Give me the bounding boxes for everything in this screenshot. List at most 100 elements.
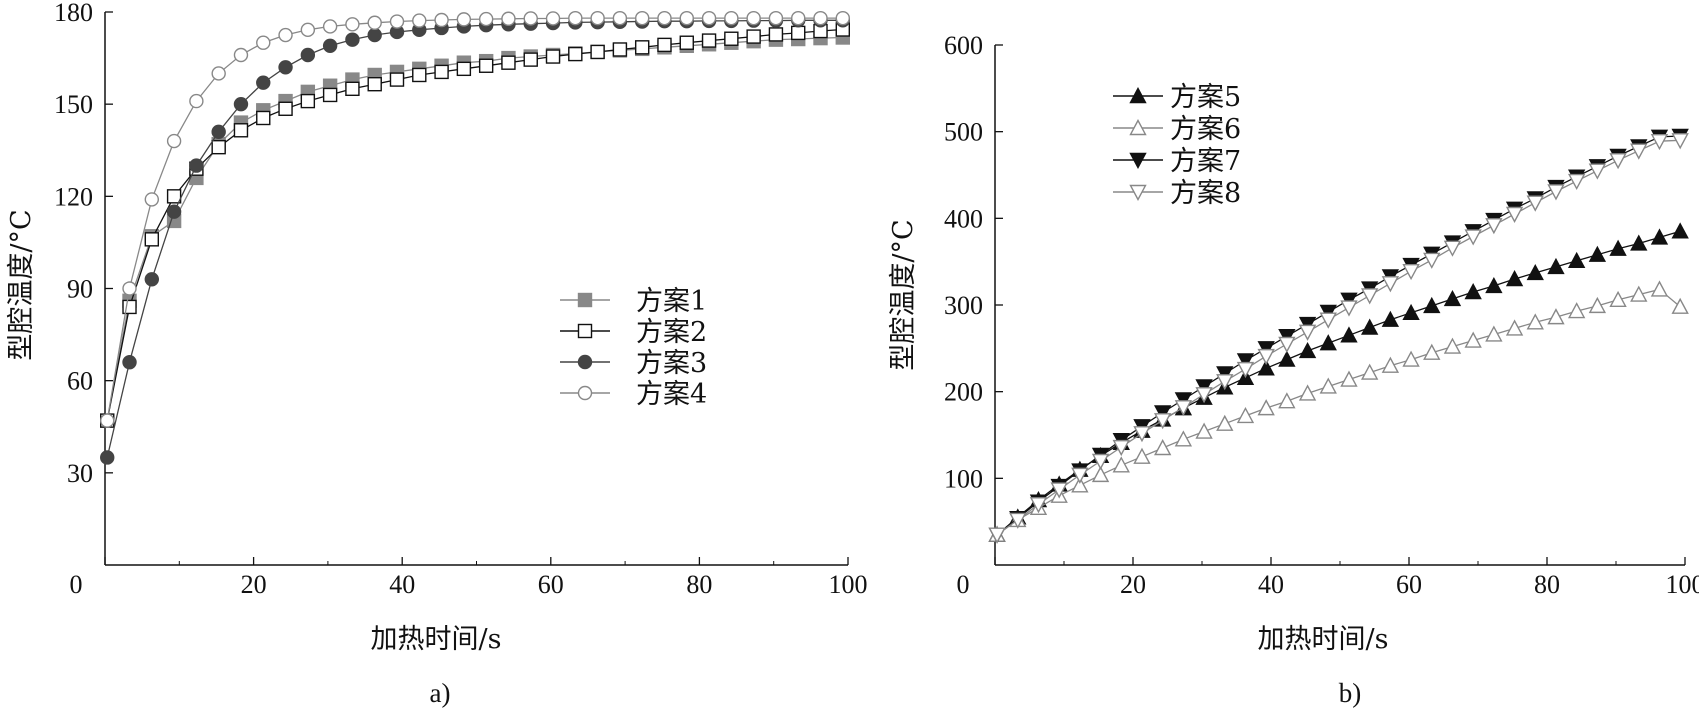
panel-b-series-1-point xyxy=(1588,245,1607,262)
panel-b-series-2-point xyxy=(1278,392,1296,409)
panel-a-series-4-point xyxy=(144,192,160,207)
panel-b-series-4-point xyxy=(1112,439,1130,457)
panel-a-series-3-point xyxy=(367,27,382,43)
panel-b-series-1-point xyxy=(1278,350,1296,367)
panel-a-legend-1-label: 方案1 xyxy=(636,286,707,317)
panel-a-series-4-point xyxy=(367,15,382,30)
panel-a-series-4-point xyxy=(211,66,226,81)
panel-b-y-tick-label: 100 xyxy=(944,464,983,493)
panel-a-series-4-point xyxy=(634,10,650,26)
panel-a-series-4-point xyxy=(657,10,672,26)
panel-b-y-tick-label: 500 xyxy=(944,118,983,147)
panel-a-series-3-point xyxy=(322,38,338,53)
panel-a-y-tick-label: 150 xyxy=(54,90,93,119)
panel-b-series-4-point xyxy=(1588,163,1607,180)
panel-a-x-tick-label: 60 xyxy=(538,570,564,599)
panel-b-legend-1-label: 方案5 xyxy=(1170,82,1241,113)
panel-a-series-4-point xyxy=(724,10,739,26)
panel-a-series-2-point xyxy=(501,55,516,70)
panel-a-series-2-point xyxy=(211,139,226,155)
panel-b-series-2-point xyxy=(1133,447,1151,464)
panel-b-series-1-point xyxy=(1630,234,1648,251)
panel-b-x-tick-label: 60 xyxy=(1396,570,1422,599)
panel-b-series-4-point xyxy=(1009,512,1027,529)
panel-a-label: a) xyxy=(430,678,451,708)
panel-a-y-axis-title: 型腔温度/°C xyxy=(6,209,37,360)
panel-a-series-2-line xyxy=(106,28,843,421)
panel-b-y-tick-label: 200 xyxy=(944,378,983,407)
panel-a-series-3-point xyxy=(189,158,204,173)
panel-a-series-3-point xyxy=(278,60,293,75)
panel-b-series-1-point xyxy=(1319,334,1337,351)
panel-b-series-3-point xyxy=(1174,392,1193,409)
panel-b-series-4-point xyxy=(1050,482,1068,499)
panel-b-series-4-line xyxy=(996,139,1681,536)
panel-b-series-2-point xyxy=(1091,465,1110,483)
panel-a-series-4-point xyxy=(278,27,293,43)
panel-a-series-2-point xyxy=(746,29,761,44)
panel-b-series-2-point xyxy=(1154,439,1172,456)
panel-b-series-1-point xyxy=(1568,251,1586,268)
panel-b-series-3-point xyxy=(1319,304,1337,321)
panel-b-series-4-point xyxy=(1568,173,1586,191)
panel-a-series-2-point xyxy=(367,76,382,92)
panel-b-series-2-point xyxy=(1505,319,1524,336)
panel-b-series-4-point xyxy=(1630,143,1648,160)
panel-b-series-4-point xyxy=(1650,133,1669,151)
panel-b-series-2-point xyxy=(1298,384,1317,401)
panel-b-legend-4-label: 方案8 xyxy=(1170,178,1241,209)
panel-a-y-tick-label: 90 xyxy=(67,275,93,304)
panel-a-series-2-point xyxy=(345,81,360,97)
panel-a-x-tick-label: 40 xyxy=(389,570,415,599)
panel-a-series-4-point xyxy=(523,11,538,26)
panel-b-series-2-point xyxy=(1402,350,1420,367)
panel-b-series-1-point xyxy=(1443,289,1462,307)
panel-b-series-2-point xyxy=(1630,285,1648,302)
panel-b-series-1-point xyxy=(1340,326,1358,343)
panel-b-series-2-point xyxy=(1547,308,1565,325)
panel-b-series-4-point xyxy=(1485,218,1503,235)
panel-b-y-axis-title: 型腔温度/°C xyxy=(888,219,919,370)
panel-b-y-tick-label: 600 xyxy=(944,31,983,60)
panel-a-series-4-point xyxy=(612,10,628,26)
panel-a-series-2-point xyxy=(679,35,694,50)
panel-a-series-4-point xyxy=(813,10,828,26)
panel-a-series-3-point xyxy=(256,75,271,90)
panel-a-series-2-point xyxy=(523,52,538,67)
panel-a-legend-3-label: 方案3 xyxy=(636,348,707,379)
panel-b-series-2-point xyxy=(1568,302,1586,319)
panel-b-x-axis-title: 加热时间/s xyxy=(1258,624,1389,655)
panel-b-series-3-point xyxy=(1298,316,1317,334)
panel-a-legend-1-marker xyxy=(577,292,593,308)
panel-a-y-tick-label: 180 xyxy=(54,0,93,27)
panel-a-series-4-point xyxy=(590,10,605,26)
panel-a-series-3-point xyxy=(166,204,182,219)
panel-b-x-tick-label: 40 xyxy=(1258,570,1284,599)
panel-b-series-2-point xyxy=(1112,456,1130,473)
panel-b-series-3-point xyxy=(1257,341,1275,358)
panel-a-series-4-line xyxy=(106,17,843,421)
panel-a-series-4-point xyxy=(768,10,784,26)
panel-a-series-4-point xyxy=(412,13,427,28)
panel-a-series-2-point xyxy=(233,123,249,138)
panel-a-series-4-point xyxy=(701,10,717,26)
panel-b-x-tick-label: 100 xyxy=(1666,570,1699,599)
panel-b-series-4-point xyxy=(1216,374,1234,391)
panel-a-y-tick-label: 60 xyxy=(67,367,93,396)
panel-b-series-1-point xyxy=(1381,310,1400,327)
panel-a-series-4-point xyxy=(189,93,204,109)
panel-a-series-3-point xyxy=(211,124,226,140)
panel-a-series-3-point xyxy=(345,32,360,47)
panel-a-x-origin-label: 0 xyxy=(70,570,83,599)
panel-a-series-4-point xyxy=(568,10,583,26)
panel-a-legend-2-label: 方案2 xyxy=(636,317,707,348)
panel-b-series-2-point xyxy=(1609,290,1627,307)
panel-a-series-3-point xyxy=(233,96,249,112)
panel-a-series-4-point xyxy=(746,10,761,26)
panel-a-series-4-point xyxy=(545,11,561,26)
panel-b-series-1-point xyxy=(1464,283,1482,300)
panel-a-series-4-point xyxy=(501,11,516,26)
panel-b-legend-4-marker xyxy=(1129,184,1147,201)
panel-b-x-tick-label: 80 xyxy=(1534,570,1560,599)
